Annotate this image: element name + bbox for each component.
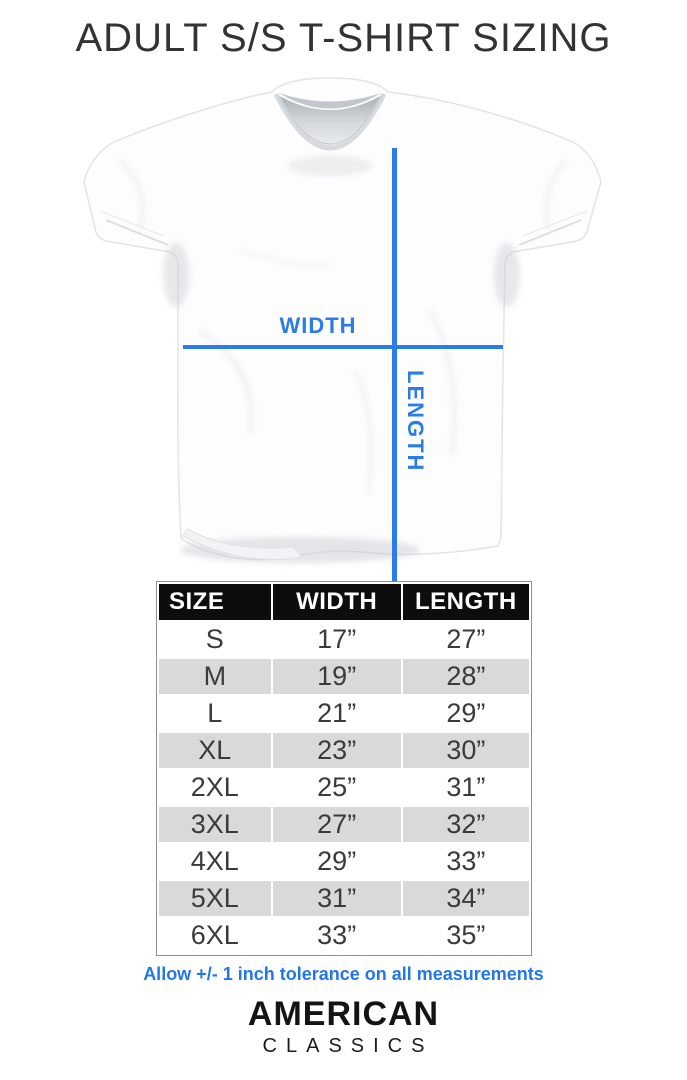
length-cell: 29”	[402, 696, 529, 731]
size-cell: XL	[159, 733, 271, 768]
size-cell: 5XL	[159, 881, 271, 916]
table-row: 4XL 29” 33”	[159, 844, 529, 879]
width-cell: 33”	[272, 918, 401, 953]
length-label: LENGTH	[403, 370, 428, 473]
table-row: L 21” 29”	[159, 696, 529, 731]
collar-front-band-edge	[277, 95, 383, 145]
header-length: LENGTH	[402, 584, 529, 620]
length-cell: 33”	[402, 844, 529, 879]
right-cuff-seam	[518, 219, 582, 246]
right-cuff-seam-inner	[522, 210, 588, 237]
width-cell: 29”	[272, 844, 401, 879]
width-cell: 17”	[272, 622, 401, 657]
tolerance-note: Allow +/- 1 inch tolerance on all measur…	[143, 964, 544, 984]
width-measure-line	[183, 345, 503, 349]
collar-back-ribbing	[279, 93, 381, 109]
width-cell: 25”	[272, 770, 401, 805]
length-cell: 32”	[402, 807, 529, 842]
brand-subname: CLASSICS	[262, 1035, 434, 1057]
page-title: ADULT S/S T-SHIRT SIZING	[75, 16, 612, 60]
hem-fold	[182, 528, 303, 560]
size-cell: 4XL	[159, 844, 271, 879]
brand-name: AMERICAN	[247, 995, 440, 1033]
width-cell: 27”	[272, 807, 401, 842]
length-cell: 31”	[402, 770, 529, 805]
length-cell: 35”	[402, 918, 529, 953]
length-measure-line	[392, 148, 397, 630]
tshirt-diagram: WIDTH LENGTH	[0, 70, 687, 630]
size-cell: S	[159, 622, 271, 657]
table-row: 6XL 33” 35”	[159, 918, 529, 953]
size-table-body: S 17” 27” M 19” 28” L 21” 29” XL 23” 30” 2XL 25” 31” 3X…	[159, 622, 529, 953]
left-cuff-seam-inner	[99, 210, 165, 237]
width-label: WIDTH	[279, 313, 357, 338]
table-row: XL 23” 30”	[159, 733, 529, 768]
table-row: M 19” 28”	[159, 659, 529, 694]
table-row: 3XL 27” 32”	[159, 807, 529, 842]
size-table-header-row: SIZE WIDTH LENGTH	[159, 584, 529, 620]
size-cell: 3XL	[159, 807, 271, 842]
table-row: S 17” 27”	[159, 622, 529, 657]
width-cell: 31”	[272, 881, 401, 916]
table-row: 5XL 31” 34”	[159, 881, 529, 916]
size-cell: 6XL	[159, 918, 271, 953]
size-cell: 2XL	[159, 770, 271, 805]
length-cell: 30”	[402, 733, 529, 768]
width-cell: 19”	[272, 659, 401, 694]
length-cell: 27”	[402, 622, 529, 657]
length-cell: 28”	[402, 659, 529, 694]
width-cell: 21”	[272, 696, 401, 731]
left-cuff-seam	[105, 219, 169, 246]
tshirt-image	[83, 77, 602, 563]
header-size: SIZE	[159, 584, 271, 620]
width-cell: 23”	[272, 733, 401, 768]
size-cell: L	[159, 696, 271, 731]
table-row: 2XL 25” 31”	[159, 770, 529, 805]
size-table: SIZE WIDTH LENGTH S 17” 27” M 19” 28” L 21” 29” X…	[156, 581, 532, 956]
size-cell: M	[159, 659, 271, 694]
brand-logo: AMERICAN CLASSICS	[0, 997, 687, 1056]
header-width: WIDTH	[272, 584, 401, 620]
length-cell: 34”	[402, 881, 529, 916]
collar-front-band	[273, 92, 387, 151]
